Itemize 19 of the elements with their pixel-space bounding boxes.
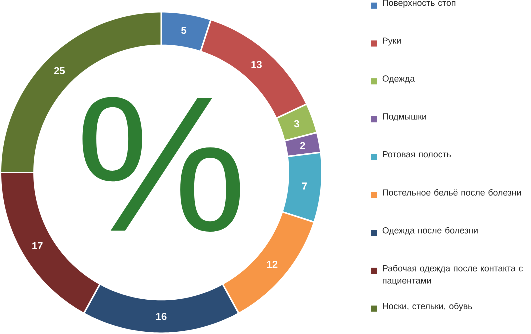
data-label: 3 xyxy=(294,120,300,128)
data-label: 16 xyxy=(156,313,167,320)
legend-label: Ротовая полость xyxy=(383,151,452,158)
legend-label: Руки xyxy=(383,38,401,46)
legend-label: Носки, стельки, обувь xyxy=(383,302,472,312)
legend-label: Рабочая одежда после контакта с пациентами xyxy=(383,265,524,286)
data-label: 12 xyxy=(267,260,278,268)
data-label: 25 xyxy=(54,67,66,74)
data-label: 13 xyxy=(252,61,262,68)
data-label: 7 xyxy=(302,182,308,190)
data-label: 5 xyxy=(182,26,187,34)
text: % xyxy=(82,97,240,232)
legend-label: Подмышки xyxy=(383,114,426,122)
data-label: 17 xyxy=(32,242,43,250)
data-label: 2 xyxy=(300,142,306,150)
legend-label: Постельное бельё после болезни xyxy=(383,189,522,196)
legend-label: Одежда xyxy=(382,76,416,84)
legend-label: Одежда после болезни xyxy=(382,227,478,236)
legend-label: Поверхность стоп xyxy=(383,0,456,8)
